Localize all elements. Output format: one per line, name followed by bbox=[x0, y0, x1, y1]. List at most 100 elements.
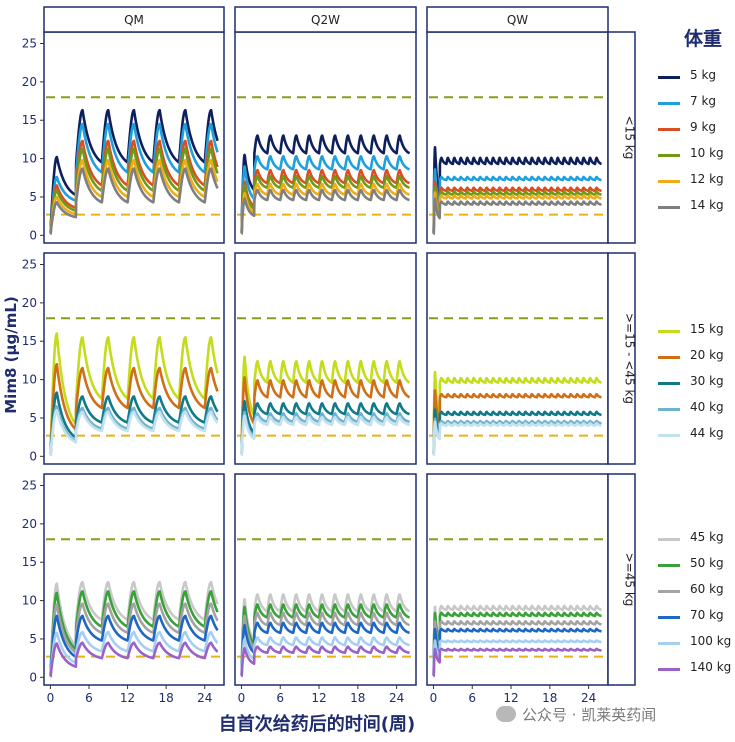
series-line-30-kg bbox=[240, 399, 411, 456]
series-line-100-kg bbox=[432, 639, 603, 677]
panel-background bbox=[235, 474, 416, 685]
panel-0-q2w bbox=[234, 31, 417, 244]
series-line-70-kg bbox=[49, 614, 219, 677]
y-tick-label: 25 bbox=[22, 258, 37, 272]
series-line-50-kg bbox=[49, 590, 219, 677]
x-tick-label: 12 bbox=[120, 691, 135, 705]
y-tick-label: 0 bbox=[29, 670, 37, 684]
series-line-60-kg bbox=[49, 602, 219, 677]
series-line-20-kg bbox=[432, 389, 603, 455]
series-line-12-kg bbox=[432, 191, 603, 235]
series-line-30-kg bbox=[49, 391, 219, 456]
series-line-7-kg bbox=[240, 155, 411, 234]
panel-background bbox=[427, 32, 608, 243]
series-line-100-kg bbox=[49, 630, 219, 678]
x-tick-label: 18 bbox=[542, 691, 557, 705]
panel-background bbox=[427, 474, 608, 685]
x-tick-label: 6 bbox=[468, 691, 476, 705]
legend-title: 体重 bbox=[684, 28, 723, 50]
x-tick-label: 0 bbox=[430, 691, 438, 705]
legend-swatch bbox=[658, 382, 680, 385]
x-tick-label: 12 bbox=[503, 691, 518, 705]
series-line-140-kg bbox=[240, 645, 411, 678]
legend-label: 15 kg bbox=[690, 322, 724, 336]
panel-1-qw bbox=[426, 252, 609, 465]
series-line-9-kg bbox=[240, 168, 411, 235]
series-line-70-kg bbox=[432, 627, 603, 677]
legend-swatch bbox=[658, 408, 680, 411]
legend-label: 44 kg bbox=[690, 426, 724, 440]
panel-border bbox=[43, 252, 225, 465]
legend-label: 14 kg bbox=[690, 198, 724, 212]
legend-label: 70 kg bbox=[690, 608, 724, 622]
y-tick-label: 20 bbox=[22, 75, 37, 89]
x-tick-label: 24 bbox=[389, 691, 404, 705]
series-line-12-kg bbox=[240, 182, 411, 235]
series-line-100-kg bbox=[240, 636, 411, 678]
panel-background bbox=[235, 32, 416, 243]
panel-2-qw bbox=[426, 473, 609, 686]
y-tick-label: 10 bbox=[22, 373, 37, 387]
legend-label: 10 kg bbox=[690, 146, 724, 160]
x-tick-label: 24 bbox=[581, 691, 596, 705]
y-tick-label: 5 bbox=[29, 190, 37, 204]
legend-swatch bbox=[658, 564, 680, 567]
series-line-50-kg bbox=[240, 603, 411, 676]
strip-label-qm: QM bbox=[124, 13, 144, 27]
series-line-14-kg bbox=[49, 167, 219, 235]
series-line-140-kg bbox=[432, 647, 603, 678]
legend-label: 7 kg bbox=[690, 94, 717, 108]
y-tick-label: 20 bbox=[22, 296, 37, 310]
y-tick-label: 10 bbox=[22, 152, 37, 166]
row-strip-0 bbox=[607, 31, 636, 244]
row-strip-label-2: >=45 kg bbox=[623, 553, 637, 607]
legend-label: 50 kg bbox=[690, 556, 724, 570]
y-tick-label: 25 bbox=[22, 479, 37, 493]
series-line-5-kg bbox=[432, 145, 603, 234]
y-tick-label: 15 bbox=[22, 555, 37, 569]
x-tick-label: 0 bbox=[47, 691, 55, 705]
watermark: 公众号 · 凯莱英药闻 bbox=[496, 704, 656, 725]
strip-q2w bbox=[234, 6, 417, 33]
series-line-60-kg bbox=[240, 611, 411, 677]
series-line-14-kg bbox=[240, 188, 411, 235]
strip-qm bbox=[43, 6, 225, 33]
legend-swatch bbox=[658, 590, 680, 593]
row-strip-label-0: <15 kg bbox=[623, 116, 637, 160]
legend-label: 9 kg bbox=[690, 120, 717, 134]
y-tick-label: 10 bbox=[22, 594, 37, 608]
series-line-20-kg bbox=[49, 362, 219, 456]
panel-0-qm bbox=[43, 31, 225, 244]
legend-label: 140 kg bbox=[690, 660, 732, 674]
x-tick-label: 6 bbox=[85, 691, 93, 705]
y-tick-label: 20 bbox=[22, 517, 37, 531]
series-line-5-kg bbox=[240, 134, 411, 233]
x-tick-label: 24 bbox=[197, 691, 212, 705]
panel-background bbox=[427, 253, 608, 464]
y-tick-label: 5 bbox=[29, 632, 37, 646]
series-line-30-kg bbox=[432, 408, 603, 456]
panel-0-qw bbox=[426, 31, 609, 244]
panel-1-qm bbox=[43, 252, 225, 465]
x-tick-label: 12 bbox=[311, 691, 326, 705]
series-line-60-kg bbox=[432, 620, 603, 676]
legend-label: 12 kg bbox=[690, 172, 724, 186]
legend-swatch bbox=[658, 128, 680, 131]
watermark-text: 公众号 · 凯莱英药闻 bbox=[522, 706, 657, 724]
legend-swatch bbox=[658, 538, 680, 541]
x-tick-label: 6 bbox=[276, 691, 284, 705]
panel-2-q2w bbox=[234, 473, 417, 686]
x-tick-label: 0 bbox=[238, 691, 246, 705]
y-tick-label: 25 bbox=[22, 37, 37, 51]
legend-swatch bbox=[658, 102, 680, 105]
series-line-14-kg bbox=[432, 197, 603, 236]
panel-border bbox=[234, 473, 417, 686]
series-line-70-kg bbox=[240, 621, 411, 677]
axes-layer: 0 5 10 15 20 25 0 5 10 15 20 25 0 5 10 15 20 25 0 6 12 18 24 0 6… bbox=[22, 37, 597, 705]
series-line-10-kg bbox=[432, 185, 603, 235]
panel-1-q2w bbox=[234, 252, 417, 465]
y-axis-label: Mim8 (µg/mL) bbox=[2, 296, 20, 414]
y-tick-label: 15 bbox=[22, 334, 37, 348]
panels-layer bbox=[43, 31, 609, 686]
